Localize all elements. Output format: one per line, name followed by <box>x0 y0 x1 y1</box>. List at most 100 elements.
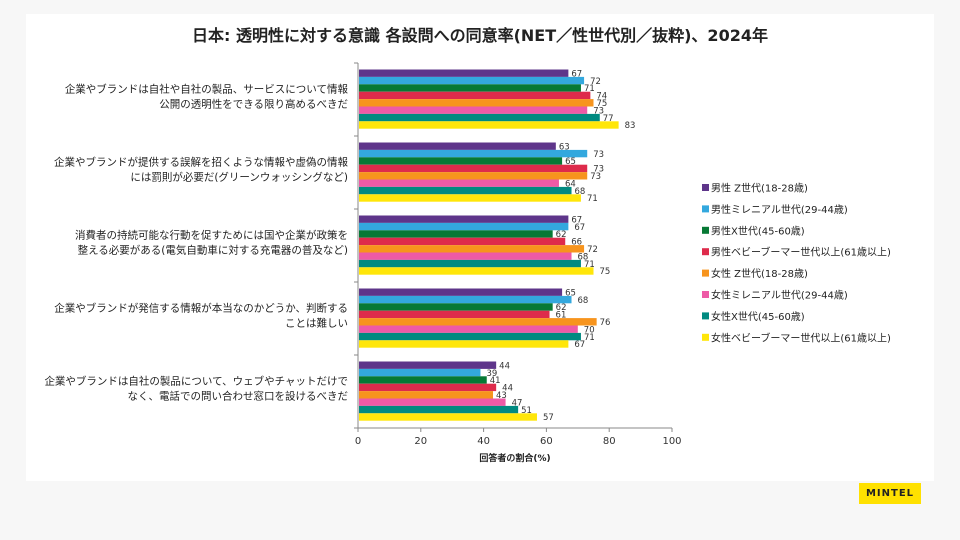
bar <box>359 157 563 165</box>
bar <box>359 288 563 296</box>
bar <box>359 179 559 187</box>
legend-swatch <box>702 312 709 320</box>
bar <box>359 310 550 319</box>
bar <box>359 383 497 392</box>
bar <box>359 267 594 275</box>
data-label: 73 <box>593 165 604 175</box>
bar <box>359 149 588 158</box>
data-label: 70 <box>584 325 595 335</box>
x-tick-label: 60 <box>540 436 553 447</box>
category-label: 公開の透明性をできる限り高めるべきだ <box>159 98 348 111</box>
bar <box>359 186 572 195</box>
legend-swatch <box>702 226 709 234</box>
data-label: 77 <box>603 114 614 124</box>
data-label: 68 <box>578 296 589 306</box>
data-label: 63 <box>559 142 570 152</box>
bar <box>359 295 572 304</box>
data-label: 65 <box>565 157 576 167</box>
data-label: 73 <box>593 106 604 116</box>
data-label: 71 <box>584 260 595 270</box>
category-label: なく、電話での問い合わせ窓口を設けるべきだ <box>128 390 349 403</box>
bar <box>359 194 581 202</box>
bar <box>359 325 578 333</box>
bar <box>359 222 569 231</box>
legend-label: 女性ミレニアル世代(29-44歳) <box>711 289 848 302</box>
category-label: 企業やブランドは自社の製品について、ウェブやチャットだけで <box>44 375 348 388</box>
bar <box>359 376 487 384</box>
legend-swatch <box>702 333 709 341</box>
bar <box>359 84 581 92</box>
bar <box>359 237 566 246</box>
bar <box>359 230 553 238</box>
category-label: 整える必要がある(電気自動車に対する充電器の普及など) <box>78 244 348 257</box>
data-label: 65 <box>565 288 576 298</box>
bar <box>359 391 494 399</box>
data-label: 44 <box>499 361 510 371</box>
bar <box>359 164 588 173</box>
data-label: 68 <box>578 252 589 262</box>
legend-label: 女性ベビーブーマー世代以上(61歳以上) <box>711 331 891 344</box>
data-label: 57 <box>543 413 554 423</box>
category-label: 企業やブランドは自社や自社の製品、サービスについて情報 <box>65 83 349 96</box>
data-label: 71 <box>584 333 595 343</box>
data-label: 72 <box>590 77 601 87</box>
legend-label: 男性ベビーブーマー世代以上(61歳以上) <box>711 246 891 259</box>
data-label: 39 <box>486 369 497 379</box>
bar <box>359 252 572 260</box>
data-label: 76 <box>600 318 611 328</box>
bar <box>359 142 556 150</box>
bar <box>359 113 600 122</box>
bar <box>359 99 594 107</box>
data-label: 74 <box>596 92 607 102</box>
bar <box>359 361 497 369</box>
data-label: 67 <box>571 215 582 225</box>
bar <box>359 332 581 341</box>
x-tick-label: 100 <box>662 436 681 447</box>
data-label: 67 <box>571 69 582 79</box>
bar <box>359 69 569 77</box>
mintel-logo: MINTEL <box>859 483 921 504</box>
legend-label: 女性X世代(45-60歳) <box>711 310 805 323</box>
x-tick-label: 0 <box>355 436 361 447</box>
data-label: 61 <box>556 311 567 321</box>
x-tick-label: 80 <box>603 436 616 447</box>
bar <box>359 398 506 406</box>
bar <box>359 106 588 114</box>
legend-label: 男性 Z世代(18-28歳) <box>711 182 808 195</box>
data-label: 67 <box>574 223 585 233</box>
category-label: 企業やブランドが発信する情報が本当なのかどうか、判断する <box>54 302 348 315</box>
data-label: 75 <box>597 99 608 109</box>
legend-swatch <box>702 291 709 298</box>
bar <box>359 259 581 268</box>
category-label: には罰則が必要だ(グリーンウォッシングなど) <box>130 171 348 184</box>
bar <box>359 413 537 421</box>
bar <box>359 91 591 100</box>
x-axis-title: 回答者の割合(%) <box>479 452 550 464</box>
category-label: 消費者の持続可能な行動を促すためには国や企業が政策を <box>75 229 348 242</box>
data-label: 62 <box>556 230 567 240</box>
legend-label: 女性 Z世代(18-28歳) <box>711 267 808 280</box>
data-label: 68 <box>575 187 586 197</box>
data-label: 66 <box>571 238 582 248</box>
legend-label: 男性ミレニアル世代(29-44歳) <box>711 203 848 216</box>
legend-swatch <box>702 269 709 277</box>
data-label: 47 <box>512 398 523 408</box>
bar <box>359 215 569 223</box>
bar <box>359 368 481 377</box>
legend-swatch <box>702 248 709 256</box>
data-label: 71 <box>584 84 595 94</box>
data-label: 83 <box>625 121 636 131</box>
bar <box>359 245 585 253</box>
x-tick-label: 40 <box>477 436 490 447</box>
chart-title: 日本: 透明性に対する意識 各設問への同意率(NET／性世代別／抜粋)、2024… <box>192 26 768 45</box>
bar <box>359 121 619 129</box>
data-label: 41 <box>490 376 501 386</box>
data-label: 72 <box>587 245 598 255</box>
data-label: 51 <box>521 406 532 416</box>
category-label: ことは難しい <box>285 317 348 330</box>
data-label: 71 <box>587 194 598 204</box>
category-label: 企業やブランドが提供する誤解を招くような情報や虚偽の情報 <box>54 156 348 169</box>
bar <box>359 340 569 348</box>
bar <box>359 318 597 326</box>
